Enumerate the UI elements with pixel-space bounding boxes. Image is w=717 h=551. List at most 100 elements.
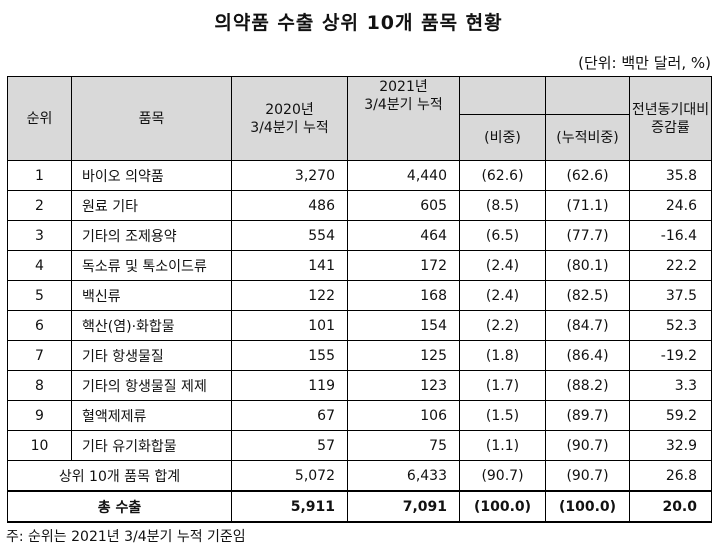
export-table: 순위 품목 2020년 3/4분기 누적 2021년 3/4분기 누적 전년동기… (7, 76, 712, 523)
cell-2021: 168 (347, 280, 460, 311)
cell-rank: 5 (7, 280, 72, 311)
cell-change: 52.3 (629, 310, 712, 341)
header-item: 품목 (71, 76, 232, 161)
total-2020: 5,911 (231, 490, 348, 523)
cell-cum-share: (86.4) (545, 340, 630, 371)
total-label: 총 수출 (7, 490, 232, 523)
table-row: 7 기타 항생물질 155 125 (1.8) (86.4) -19.2 (7, 340, 712, 371)
cell-cum-share: (88.2) (545, 370, 630, 401)
cell-2020: 101 (231, 310, 348, 341)
cell-cum-share: (62.6) (545, 160, 630, 191)
cell-change: 37.5 (629, 280, 712, 311)
cell-rank: 3 (7, 220, 72, 251)
header-change: 전년동기대비 증감률 (629, 76, 712, 161)
subtotal-label: 상위 10개 품목 합계 (7, 460, 232, 492)
cell-change: 35.8 (629, 160, 712, 191)
subtotal-2021: 6,433 (347, 460, 460, 492)
cell-item: 기타 유기화합물 (71, 430, 232, 461)
cell-2021: 123 (347, 370, 460, 401)
header-2021: 2021년 3/4분기 누적 (347, 76, 460, 115)
subtotal-cum-share: (90.7) (545, 460, 630, 492)
cell-change: 22.2 (629, 250, 712, 281)
table-row: 8 기타의 항생물질 제제 119 123 (1.7) (88.2) 3.3 (7, 370, 712, 401)
cell-2020: 486 (231, 190, 348, 221)
total-change: 20.0 (629, 490, 712, 523)
cell-item: 기타의 항생물질 제제 (71, 370, 232, 401)
cell-cum-share: (71.1) (545, 190, 630, 221)
cell-cum-share: (84.7) (545, 310, 630, 341)
cell-share: (62.6) (459, 160, 546, 191)
cell-item: 기타의 조제용약 (71, 220, 232, 251)
subtotal-row: 상위 10개 품목 합계 5,072 6,433 (90.7) (90.7) 2… (7, 460, 712, 492)
cell-share: (6.5) (459, 220, 546, 251)
cell-item: 핵산(염)·화합물 (71, 310, 232, 341)
cell-rank: 1 (7, 160, 72, 191)
cell-2020: 119 (231, 370, 348, 401)
table-row: 1 바이오 의약품 3,270 4,440 (62.6) (62.6) 35.8 (7, 160, 712, 191)
cell-2021: 4,440 (347, 160, 460, 191)
cell-share: (2.2) (459, 310, 546, 341)
cell-2020: 141 (231, 250, 348, 281)
cell-2020: 155 (231, 340, 348, 371)
header-share: (비중) (459, 114, 546, 161)
header-2020: 2020년 3/4분기 누적 (231, 76, 348, 161)
cell-item: 원료 기타 (71, 190, 232, 221)
cell-rank: 2 (7, 190, 72, 221)
header-2021-spacer (347, 114, 460, 161)
cell-cum-share: (90.7) (545, 430, 630, 461)
cell-rank: 8 (7, 370, 72, 401)
cell-share: (1.1) (459, 430, 546, 461)
total-2021: 7,091 (347, 490, 460, 523)
cell-rank: 9 (7, 400, 72, 431)
table-row: 10 기타 유기화합물 57 75 (1.1) (90.7) 32.9 (7, 430, 712, 461)
header-blank-2 (545, 76, 630, 115)
cell-2021: 464 (347, 220, 460, 251)
table-row: 9 혈액제제류 67 106 (1.5) (89.7) 59.2 (7, 400, 712, 431)
cell-change: 3.3 (629, 370, 712, 401)
cell-2021: 154 (347, 310, 460, 341)
cell-2021: 172 (347, 250, 460, 281)
cell-2020: 3,270 (231, 160, 348, 191)
total-row: 총 수출 5,911 7,091 (100.0) (100.0) 20.0 (7, 490, 712, 523)
header-blank-1 (459, 76, 546, 115)
page-title: 의약품 수출 상위 10개 품목 현황 (214, 12, 503, 34)
total-cum-share: (100.0) (545, 490, 630, 523)
cell-2021: 106 (347, 400, 460, 431)
cell-rank: 6 (7, 310, 72, 341)
subtotal-change: 26.8 (629, 460, 712, 492)
cell-item: 혈액제제류 (71, 400, 232, 431)
cell-cum-share: (89.7) (545, 400, 630, 431)
cell-2020: 57 (231, 430, 348, 461)
cell-share: (2.4) (459, 280, 546, 311)
table-row: 5 백신류 122 168 (2.4) (82.5) 37.5 (7, 280, 712, 311)
total-share: (100.0) (459, 490, 546, 523)
cell-change: -19.2 (629, 340, 712, 371)
cell-item: 백신류 (71, 280, 232, 311)
cell-cum-share: (77.7) (545, 220, 630, 251)
cell-rank: 4 (7, 250, 72, 281)
table-row: 2 원료 기타 486 605 (8.5) (71.1) 24.6 (7, 190, 712, 221)
cell-2020: 67 (231, 400, 348, 431)
cell-2021: 605 (347, 190, 460, 221)
cell-change: 59.2 (629, 400, 712, 431)
cell-share: (8.5) (459, 190, 546, 221)
cell-cum-share: (80.1) (545, 250, 630, 281)
cell-2021: 125 (347, 340, 460, 371)
footnote: 주: 순위는 2021년 3/4분기 누적 기준임 (6, 529, 246, 545)
subtotal-share: (90.7) (459, 460, 546, 492)
cell-item: 독소류 및 톡소이드류 (71, 250, 232, 281)
cell-rank: 7 (7, 340, 72, 371)
table-row: 4 독소류 및 톡소이드류 141 172 (2.4) (80.1) 22.2 (7, 250, 712, 281)
cell-change: 32.9 (629, 430, 712, 461)
table-row: 6 핵산(염)·화합물 101 154 (2.2) (84.7) 52.3 (7, 310, 712, 341)
cell-2020: 554 (231, 220, 348, 251)
cell-2021: 75 (347, 430, 460, 461)
header-cum-share: (누적비중) (545, 114, 630, 161)
cell-change: 24.6 (629, 190, 712, 221)
cell-change: -16.4 (629, 220, 712, 251)
header-rank: 순위 (7, 76, 72, 161)
cell-item: 바이오 의약품 (71, 160, 232, 191)
cell-share: (1.5) (459, 400, 546, 431)
cell-2020: 122 (231, 280, 348, 311)
cell-share: (1.8) (459, 340, 546, 371)
